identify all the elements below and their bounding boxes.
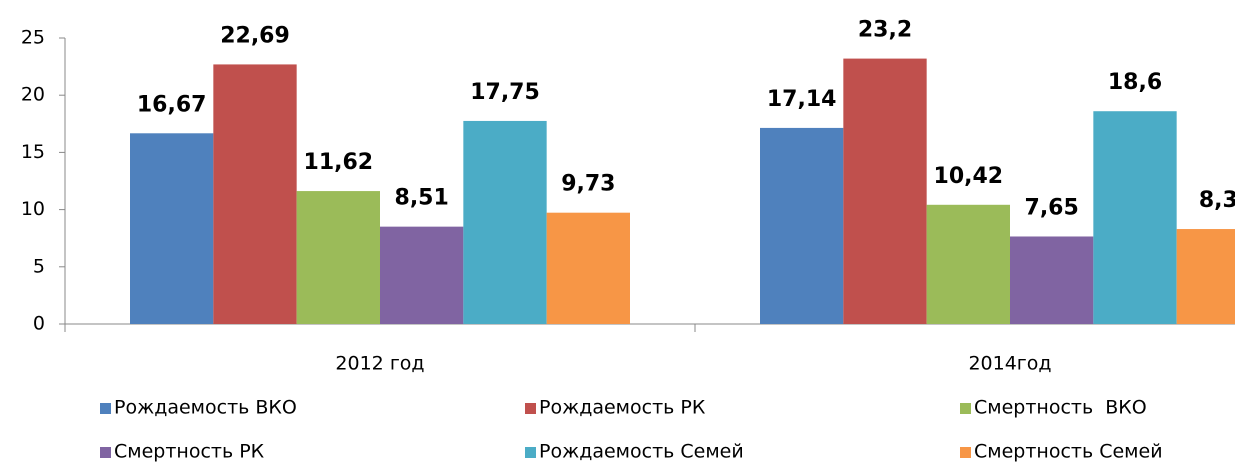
data-label: 23,2 [858,18,912,43]
bar [463,120,547,324]
data-label: 16,67 [137,92,207,117]
bar [380,226,464,324]
bar [926,204,1010,324]
bar [546,212,630,324]
legend-label: Смертность РК [114,441,265,463]
data-label: 8,51 [395,186,449,211]
x-tick-label: 2014год [968,353,1051,375]
y-tick-label: 15 [21,141,45,163]
data-label: 22,69 [220,23,290,48]
data-label: 9,73 [561,172,615,197]
bar [1093,111,1177,324]
bar [213,64,297,325]
data-label: 8,3 [1199,188,1235,213]
bar [1010,236,1094,324]
y-tick-label: 10 [21,198,45,220]
data-label: 7,65 [1025,195,1079,220]
bar [1176,229,1235,324]
legend-label: Смертность Семей [974,441,1163,463]
legend-label: Рождаемость РК [539,397,706,419]
legend-label: Рождаемость ВКО [114,397,297,419]
bar [296,191,380,324]
data-label: 17,75 [470,80,540,105]
legend-label: Рождаемость Семей [539,441,744,463]
y-tick-label: 5 [33,255,45,277]
legend-swatch [525,403,536,414]
data-label: 11,62 [304,150,374,175]
bar [130,133,214,324]
legend-swatch [100,447,111,458]
data-label: 18,6 [1108,70,1162,95]
bar [843,58,927,324]
legend-swatch [960,403,971,414]
y-tick-label: 25 [21,27,45,49]
y-tick-label: 0 [33,313,45,335]
data-label: 17,14 [767,87,837,112]
x-tick-label: 2012 год [335,353,424,375]
data-label: 10,42 [934,164,1004,189]
legend-swatch [100,403,111,414]
bar [760,127,844,325]
y-tick-label: 20 [21,84,45,106]
legend-swatch [960,447,971,458]
legend-swatch [525,447,536,458]
legend-label: Смертность ВКО [974,397,1147,419]
